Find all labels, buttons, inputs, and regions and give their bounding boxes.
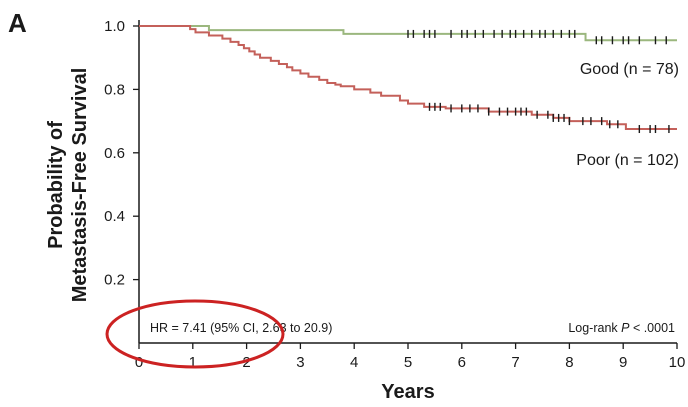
x-tick-label: 5 — [404, 354, 412, 371]
x-axis-title: Years — [381, 381, 434, 403]
logrank-annotation: Log-rank P < .0001 — [568, 321, 675, 335]
x-tick-label: 1 — [189, 354, 197, 371]
y-tick-label: 0.2 — [104, 272, 125, 289]
y-tick-label: 0.4 — [104, 208, 125, 225]
x-tick-label: 0 — [135, 354, 143, 371]
x-tick-label: 9 — [619, 354, 627, 371]
y-tick-label: 0.6 — [104, 145, 125, 162]
x-tick-label: 3 — [296, 354, 304, 371]
y-axis-title-line-2: Metastasis-Free Survival — [69, 68, 91, 303]
series-layer — [139, 25, 677, 134]
series-line-good — [139, 25, 677, 42]
legend-good: Good (n = 78) — [580, 61, 679, 78]
logrank-p: P — [621, 321, 630, 335]
x-tick-label: 4 — [350, 354, 358, 371]
legend-poor: Poor (n = 102) — [576, 152, 679, 169]
y-tick-label: 0.8 — [104, 81, 125, 98]
panel-label: A — [8, 8, 27, 38]
y-axis-ticks: 0.2 0.4 0.6 0.8 1.0 — [104, 18, 139, 289]
x-tick-label: 10 — [669, 354, 686, 371]
x-tick-label: 2 — [242, 354, 250, 371]
x-tick-label: 8 — [565, 354, 573, 371]
hazard-ratio-annotation: HR = 7.41 (95% CI, 2.63 to 20.9) — [150, 321, 332, 335]
x-tick-label: 6 — [458, 354, 466, 371]
logrank-prefix: Log-rank — [568, 321, 621, 335]
x-tick-label: 7 — [511, 354, 519, 371]
logrank-suffix: < .0001 — [629, 321, 675, 335]
x-axis-ticks: 0 1 2 3 4 5 6 7 8 9 10 — [135, 343, 686, 371]
hr-highlight-ellipse — [105, 299, 285, 369]
y-axis-title: Probability of Metastasis-Free Survival — [45, 68, 91, 303]
y-tick-label: 1.0 — [104, 18, 125, 35]
y-axis-title-line-1: Probability of — [45, 121, 67, 249]
